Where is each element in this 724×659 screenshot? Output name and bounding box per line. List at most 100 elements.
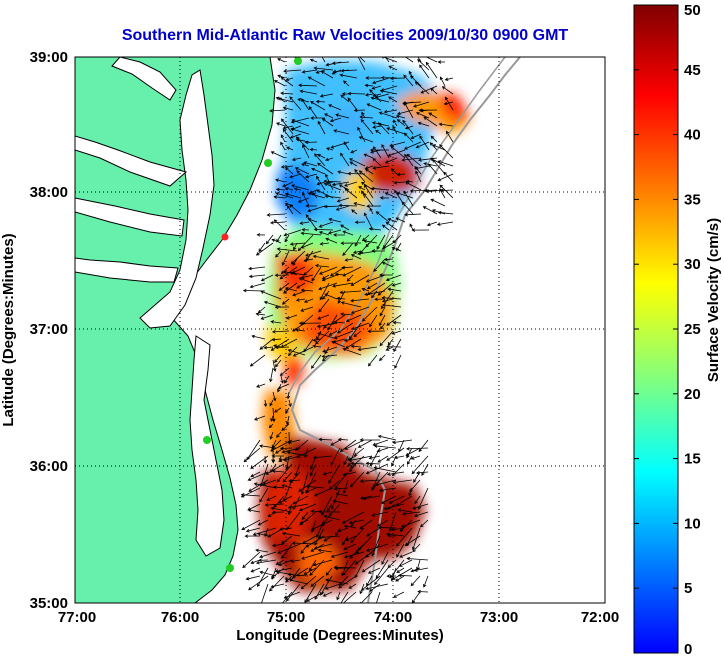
velocity-arrow [297,197,310,203]
velocity-arrow [392,234,402,244]
velocity-arrow [283,69,302,73]
velocity-arrow [335,205,350,211]
velocity-arrow [372,157,382,167]
y-tick-label: 37:00 [30,321,68,338]
velocity-arrow [286,511,301,531]
velocity-arrow [364,290,386,296]
velocity-arrow [280,165,294,169]
velocity-arrow [333,233,346,237]
velocity-arrow [271,329,290,334]
velocity-arrow [285,77,294,81]
velocity-arrow [407,455,413,465]
velocity-arrow [363,184,374,199]
velocity-arrow [242,551,261,569]
velocity-arrow [340,68,358,73]
velocity-arrow [292,495,309,505]
velocity-arrow [285,407,290,414]
velocity-arrow [291,541,317,545]
velocity-arrow [314,263,330,268]
velocity-arrow [312,455,333,460]
velocity-arrow [331,340,346,348]
bay-tributary [75,135,188,187]
velocity-arrow [437,210,454,215]
velocity-arrow [357,126,366,143]
velocity-arrow [299,221,310,225]
velocity-arrow [285,314,298,320]
velocity-arrow [284,187,294,191]
velocity-arrow [298,321,322,326]
velocity-arrow [328,217,342,223]
velocity-arrow [410,455,421,460]
velocity-arrow [385,532,405,537]
velocity-arrow [376,234,386,250]
velocity-arrow [428,163,438,175]
velocity-arrow [371,535,381,557]
velocity-arrow [281,535,293,544]
velocity-arrow [247,471,269,481]
velocity-arrow [363,212,374,231]
colorbar-tick-label: 25 [684,321,701,338]
velocity-arrow [432,144,446,151]
velocity-arrow [396,119,406,127]
velocity-arrow [344,187,358,199]
velocity-arrow [327,229,342,235]
velocity-arrow [405,179,414,184]
velocity-arrow [366,282,386,296]
velocity-arrow [343,338,354,342]
velocity-arrow [348,519,365,525]
velocity-arrow [412,503,429,510]
velocity-arrow [390,145,406,159]
velocity-arrow [351,209,358,215]
velocity-arrow [393,455,405,460]
velocity-arrow [381,261,394,268]
velocity-arrow [324,113,334,119]
velocity-arrow [279,446,293,451]
velocity-arrow [418,108,438,113]
velocity-arrow [342,230,354,236]
velocity-arrow [336,296,346,301]
velocity-arrow [268,423,274,429]
velocity-arrow [397,573,413,578]
velocity-arrow [330,447,341,466]
colorbar-gradient [633,4,679,654]
velocity-arrow [344,439,365,450]
velocity-arrow [368,227,382,231]
velocity-arrow [280,141,286,151]
velocity-arrow [269,399,274,407]
velocity-arrow [381,495,397,504]
colorbar-tick-label: 15 [684,451,701,468]
velocity-arrow [266,213,286,217]
velocity-arrow [395,114,406,119]
velocity-arrow [419,64,430,79]
velocity-arrow [393,180,406,185]
velocity-arrow [365,543,389,552]
velocity-arrow [272,391,277,402]
velocity-arrow [289,173,302,179]
velocity-arrow [263,455,268,464]
velocity-arrow [276,463,293,483]
velocity-arrow [379,89,398,95]
velocity-arrow [256,383,266,388]
velocity-arrow [439,76,446,87]
velocity-arrow [296,282,306,289]
velocity-arrow [395,495,413,506]
velocity-arrow [389,76,406,81]
velocity-arrow [408,70,414,79]
velocity-arrow [396,567,405,574]
velocity-arrow [249,282,266,289]
velocity-arrow [299,89,318,95]
velocity-arrow [300,242,314,249]
velocity-arrow [417,59,430,71]
velocity-arrow [331,61,350,65]
velocity-arrow [301,551,325,560]
plot-area [74,56,606,604]
velocity-arrow [371,249,385,253]
velocity-arrow [336,197,350,203]
velocity-arrow [283,229,302,237]
velocity-arrow [348,322,362,340]
velocity-arrow [274,447,285,454]
velocity-arrow [377,282,394,296]
velocity-arrow [386,344,402,349]
velocity-arrow [271,238,282,244]
x-tick-label: 73:00 [480,609,518,626]
